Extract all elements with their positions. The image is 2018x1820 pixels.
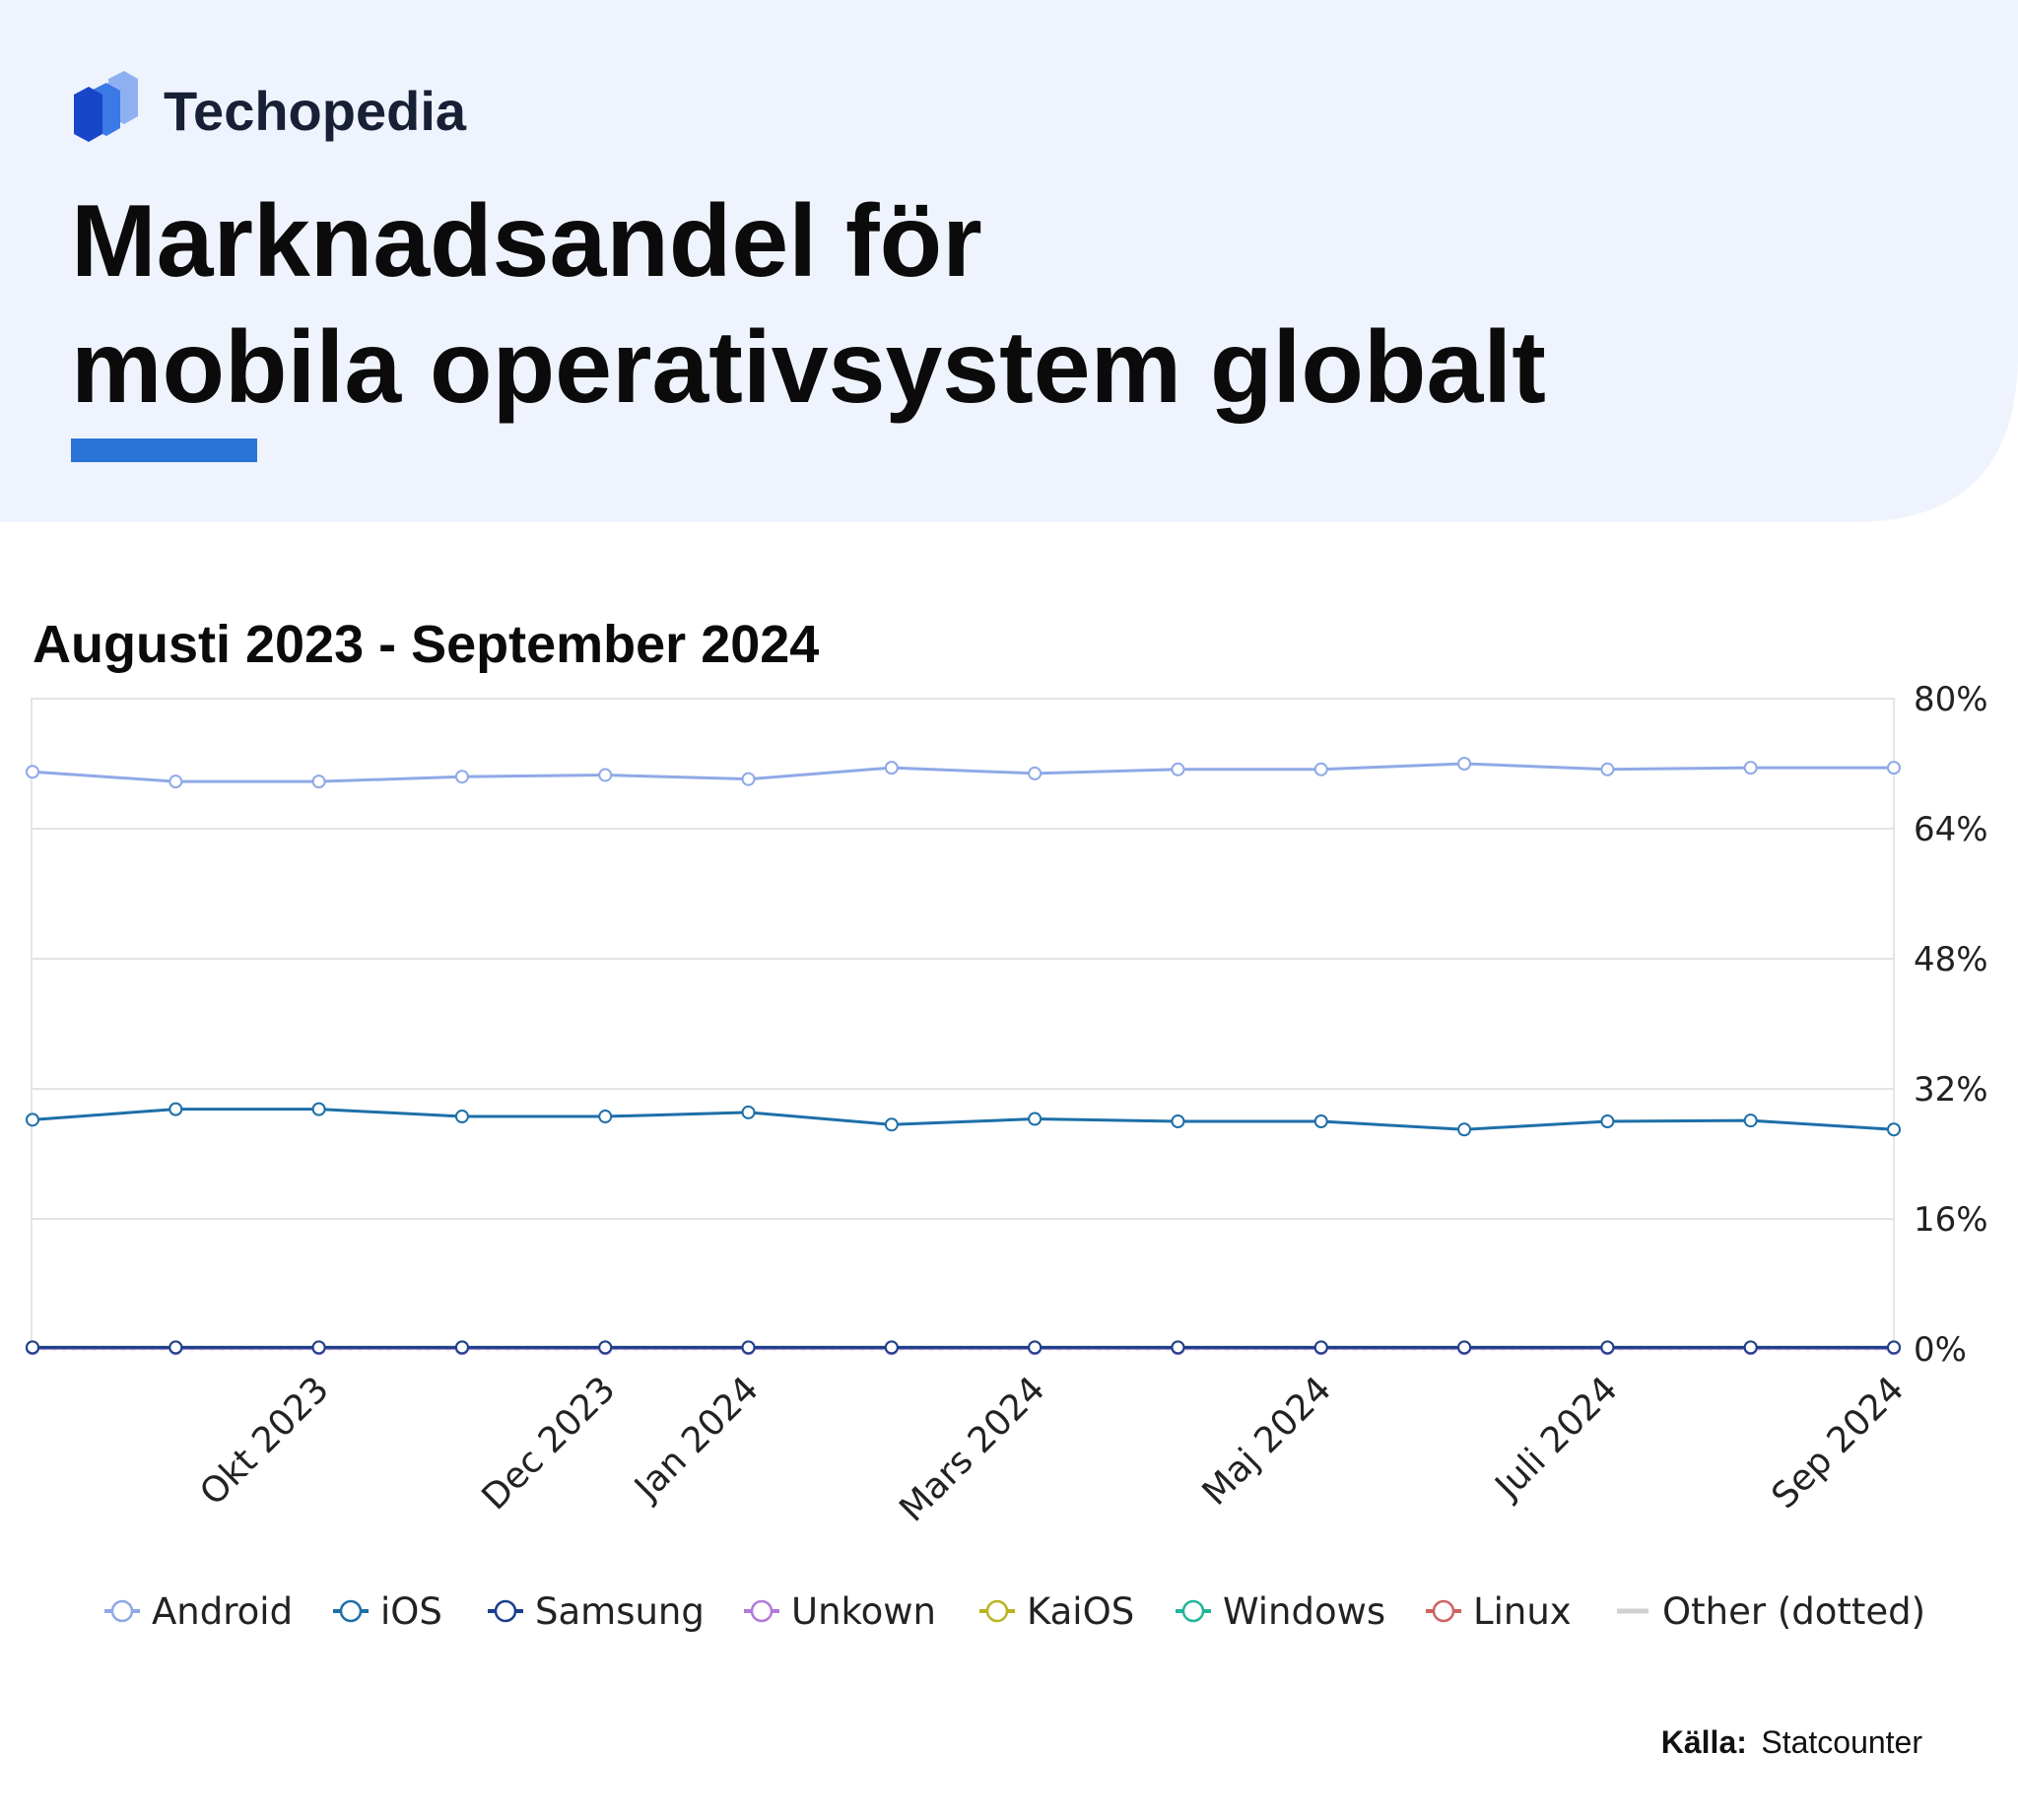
- legend-label: iOS: [380, 1590, 442, 1633]
- data-point: [1887, 1122, 1901, 1137]
- chart-series: [26, 757, 1901, 1356]
- x-tick-label: Dec 2023: [474, 1369, 623, 1517]
- brand-name: Techopedia: [164, 80, 467, 142]
- y-axis-ticks: 0% 16% 32% 48% 64% 80%: [1914, 680, 1988, 1370]
- data-point: [1313, 762, 1328, 776]
- data-point: [1028, 766, 1043, 780]
- x-tick-label: Juli 2024: [1487, 1369, 1626, 1508]
- legend-label: Windows: [1223, 1590, 1385, 1633]
- data-point: [26, 1340, 39, 1355]
- y-tick-label: 80%: [1914, 680, 1988, 719]
- source-value: Statcounter: [1761, 1724, 1922, 1760]
- data-point: [884, 1340, 899, 1355]
- legend-item: Samsung: [488, 1590, 705, 1633]
- data-point: [1028, 1112, 1043, 1126]
- series-line: [32, 762, 1894, 783]
- legend-item: Windows: [1176, 1590, 1385, 1633]
- legend-label: KaiOS: [1027, 1590, 1134, 1633]
- legend-marker: [985, 1599, 1009, 1623]
- data-point: [741, 772, 756, 786]
- data-point: [1171, 1114, 1185, 1128]
- legend-label: Android: [152, 1590, 293, 1633]
- x-tick-label: Mars 2024: [892, 1369, 1052, 1529]
- data-point: [1600, 1340, 1615, 1355]
- page-title-line2: mobila operativsystem globalt: [71, 310, 1546, 425]
- data-point: [311, 1340, 326, 1355]
- data-point: [1313, 1114, 1328, 1128]
- data-point: [1457, 757, 1472, 771]
- data-point: [598, 1110, 613, 1124]
- legend-item: iOS: [333, 1590, 442, 1633]
- header-background: [0, 0, 2018, 522]
- data-point: [1743, 1340, 1758, 1355]
- legend-marker: [110, 1599, 134, 1623]
- x-tick-label: Jan 2024: [626, 1369, 767, 1510]
- data-point: [1600, 1114, 1615, 1128]
- plot-frame: [31, 698, 1895, 1350]
- data-point: [741, 1340, 756, 1355]
- legend-label: Samsung: [535, 1590, 705, 1633]
- legend-item: Other (dotted): [1617, 1590, 1925, 1633]
- title-accent-bar: [71, 438, 257, 462]
- legend: Android iOS Samsung Unkown KaiOS Windows Linux…: [104, 1590, 1925, 1633]
- y-tick-label: 32%: [1914, 1070, 1988, 1110]
- data-point: [168, 775, 183, 789]
- legend-marker: [1181, 1599, 1205, 1623]
- techopedia-logo-icon: [74, 71, 138, 142]
- legend-label: Other (dotted): [1662, 1590, 1925, 1633]
- x-tick-label: Maj 2024: [1195, 1369, 1340, 1514]
- legend-label: Linux: [1473, 1590, 1572, 1633]
- data-point: [884, 761, 899, 775]
- y-tick-label: 48%: [1914, 940, 1988, 979]
- grid-lines: [33, 698, 1894, 1350]
- data-point: [454, 770, 469, 784]
- data-point: [1743, 761, 1758, 775]
- legend-marker: [494, 1599, 517, 1623]
- data-point: [1887, 1340, 1901, 1355]
- y-tick-label: 0%: [1914, 1330, 1967, 1370]
- source-label: Källa:: [1661, 1724, 1747, 1760]
- legend-marker: [339, 1599, 363, 1623]
- source-note: Källa: Statcounter: [1661, 1724, 1923, 1760]
- legend-item: KaiOS: [979, 1590, 1134, 1633]
- data-point: [1600, 762, 1615, 776]
- legend-item: Linux: [1426, 1590, 1572, 1633]
- legend-marker: [750, 1599, 774, 1623]
- data-point: [311, 775, 326, 789]
- x-tick-label: Okt 2023: [192, 1369, 337, 1514]
- data-point: [26, 1112, 39, 1127]
- legend-item: Unkown: [744, 1590, 936, 1633]
- data-point: [598, 768, 613, 782]
- data-point: [26, 765, 39, 779]
- data-point: [1028, 1340, 1043, 1355]
- page-title-line1: Marknadsandel för: [71, 184, 982, 299]
- data-point: [454, 1110, 469, 1124]
- series-line: [32, 1108, 1895, 1131]
- legend-label: Unkown: [791, 1590, 936, 1633]
- data-point: [1457, 1340, 1472, 1355]
- data-point: [1457, 1122, 1472, 1137]
- chart-subtitle: Augusti 2023 - September 2024: [33, 615, 819, 674]
- data-point: [741, 1105, 756, 1119]
- legend-marker: [1432, 1599, 1455, 1623]
- data-point: [1743, 1113, 1758, 1128]
- legend-item: Android: [104, 1590, 293, 1633]
- data-point: [168, 1102, 183, 1116]
- x-tick-label: Sep 2024: [1765, 1369, 1913, 1517]
- data-point: [598, 1340, 613, 1355]
- x-axis-ticks: Okt 2023 Dec 2023 Jan 2024 Mars 2024 Maj 202…: [192, 1369, 1912, 1529]
- data-point: [454, 1340, 469, 1355]
- data-point: [884, 1117, 899, 1132]
- data-point: [1887, 761, 1901, 775]
- data-point: [168, 1340, 183, 1355]
- data-point: [1171, 1340, 1185, 1355]
- data-point: [1313, 1340, 1328, 1355]
- data-point: [311, 1102, 326, 1116]
- data-point: [1171, 762, 1185, 776]
- y-tick-label: 16%: [1914, 1200, 1988, 1240]
- y-tick-label: 64%: [1914, 810, 1988, 849]
